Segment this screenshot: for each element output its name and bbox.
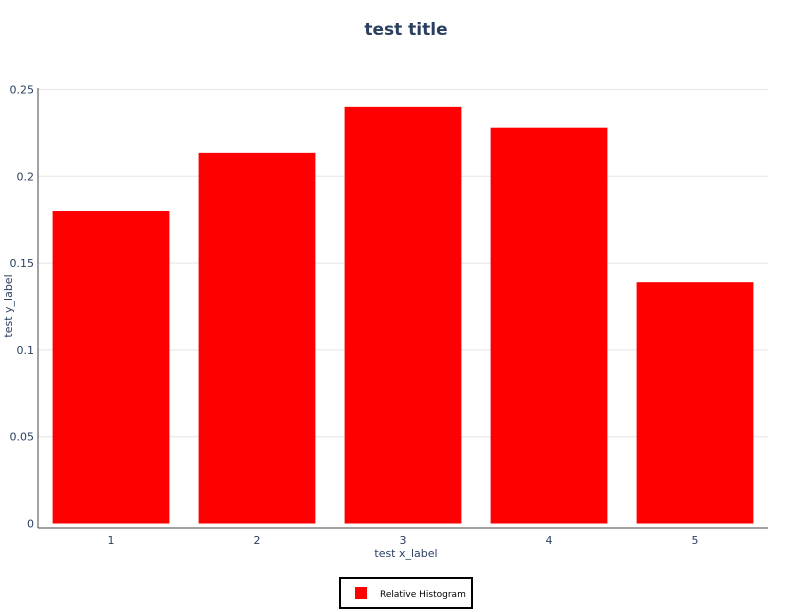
x-tick-label: 4 [546, 534, 553, 547]
chart-title: test title [364, 20, 447, 40]
y-tick-label: 0.25 [10, 84, 35, 97]
y-tick-label: 0.1 [17, 344, 35, 357]
bar-5[interactable] [636, 282, 754, 524]
x-axis-label: test x_label [374, 547, 437, 560]
y-tick-label: 0.15 [10, 257, 35, 270]
legend-swatch [355, 587, 367, 599]
bar-1[interactable] [52, 211, 170, 524]
legend[interactable]: Relative Histogram [339, 577, 473, 609]
x-tick-label: 3 [400, 534, 407, 547]
x-tick-label: 2 [254, 534, 261, 547]
bar-2[interactable] [198, 152, 316, 524]
y-axis-label: test y_label [2, 274, 15, 337]
legend-label: Relative Histogram [380, 590, 466, 600]
x-tick-label: 1 [108, 534, 115, 547]
y-tick-label: 0.05 [10, 431, 35, 444]
y-tick-labels: 0 0.05 0.1 0.15 0.2 0.25 [10, 84, 35, 531]
x-tick-labels: 1 2 3 4 5 [108, 534, 699, 547]
bar-4[interactable] [490, 127, 608, 524]
y-tick-label: 0 [27, 518, 34, 531]
y-tick-label: 0.2 [17, 170, 35, 183]
x-tick-label: 5 [692, 534, 699, 547]
bars [52, 106, 754, 524]
bar-3[interactable] [344, 106, 462, 524]
